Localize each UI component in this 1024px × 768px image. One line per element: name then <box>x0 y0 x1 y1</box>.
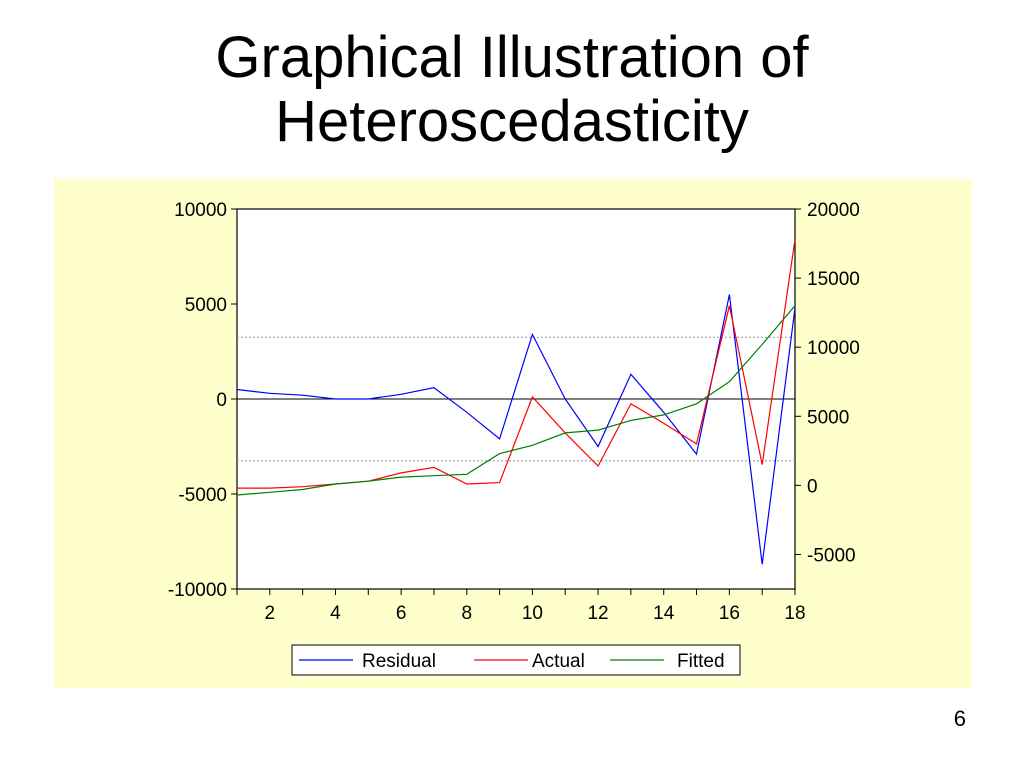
x-axis-tick-label: 14 <box>653 603 675 624</box>
legend-label-fitted: Fitted <box>677 651 725 672</box>
x-axis-tick-label: 6 <box>396 603 407 624</box>
x-axis-tick-label: 16 <box>719 603 740 624</box>
left-axis-tick-label: -5000 <box>178 485 227 506</box>
slide-title: Graphical Illustration of Heteroscedasti… <box>0 26 1024 154</box>
legend-label-actual: Actual <box>532 651 585 672</box>
right-axis-tick-label: 15000 <box>807 269 860 290</box>
series-line-residual <box>236 294 796 565</box>
slide-title-line-2: Heteroscedasticity <box>275 89 749 154</box>
legend-label-residual: Residual <box>362 651 436 672</box>
left-axis-tick-label: 5000 <box>185 295 227 316</box>
x-axis-tick-label: 8 <box>461 603 472 624</box>
x-axis-tick-label: 18 <box>784 603 805 624</box>
left-axis-tick-label: -10000 <box>168 580 227 601</box>
right-axis-tick-label: 20000 <box>807 200 860 221</box>
slide-title-line-1: Graphical Illustration of <box>215 25 809 90</box>
left-axis-tick-label: 10000 <box>174 200 227 221</box>
right-axis-tick-label: 10000 <box>807 338 860 359</box>
residual-actual-fitted-chart: 10000 5000 0 -5000 -10000 20000 15000 10000 500… <box>168 200 860 676</box>
x-axis-tick-label: 2 <box>265 603 276 624</box>
series-line-fitted <box>236 305 796 496</box>
x-axis-tick-label: 4 <box>330 603 341 624</box>
legend: Residual Actual Fitted <box>291 644 741 676</box>
x-axis-tick-label: 10 <box>522 603 543 624</box>
right-axis-tick-label: 5000 <box>807 407 849 428</box>
x-axis-tick-label: 12 <box>587 603 608 624</box>
right-axis-tick-label: 0 <box>807 476 818 497</box>
right-axis-tick-label: -5000 <box>807 545 856 566</box>
page-number: 6 <box>953 706 966 731</box>
left-axis-tick-label: 0 <box>216 390 227 411</box>
